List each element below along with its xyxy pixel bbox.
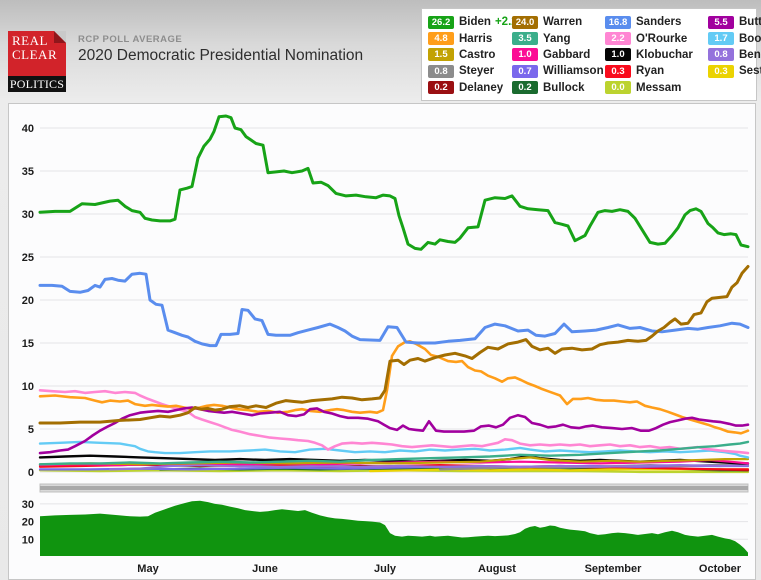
legend-item-klobuchar[interactable]: 1.0 Klobuchar	[605, 48, 708, 62]
series-line-buttigieg	[38, 406, 750, 455]
legend-candidate-name: Warren	[543, 16, 583, 29]
legend-value-badge: 2.2	[605, 32, 631, 46]
legend-value-badge: 1.0	[605, 48, 631, 62]
legend-value-badge: 16.8	[605, 15, 631, 29]
legend-item-warren[interactable]: 24.0 Warren	[512, 15, 605, 29]
legend-value-badge: 0.8	[428, 64, 454, 78]
y-axis-label-15: 15	[22, 338, 34, 350]
poll-average-kicker: RCP POLL AVERAGE	[78, 34, 183, 45]
legend-value-badge: 1.0	[512, 48, 538, 62]
series-line-yang	[38, 440, 750, 466]
legend-spread-change: +2.2	[494, 16, 518, 29]
legend-item-messam[interactable]: 0.0 Messam	[605, 81, 708, 95]
legend-item-steyer[interactable]: 0.8 Steyer	[428, 64, 512, 78]
y-axis-label-20: 20	[22, 295, 34, 307]
y-axis-label-30: 30	[22, 209, 34, 221]
series-line-sanders	[38, 271, 750, 348]
x-axis-label-september: September	[585, 563, 643, 575]
legend-value-badge: 1.5	[428, 48, 454, 62]
x-axis-label-october: October	[699, 563, 742, 575]
legend-candidate-name: Sestak	[739, 65, 761, 78]
legend-value-badge: 0.3	[708, 64, 734, 78]
legend-candidate-name: Ryan	[636, 65, 665, 78]
legend-item-yang[interactable]: 3.5 Yang	[512, 32, 605, 46]
legend-candidate-name: Bullock	[543, 81, 585, 94]
series-line-bennet	[108, 464, 750, 471]
y-axis-label-5: 5	[28, 424, 34, 436]
legend-item-sestak[interactable]: 0.3 Sestak	[708, 64, 761, 78]
legend-value-badge: 24.0	[512, 15, 538, 29]
legend-value-badge: 0.8	[708, 48, 734, 62]
legend-candidate-name: Delaney	[459, 81, 504, 94]
legend-value-badge: 0.0	[605, 81, 631, 95]
y-axis-label-0: 0	[28, 467, 34, 479]
y-axis-label-25: 25	[22, 252, 34, 264]
series-line-orourke	[38, 388, 750, 455]
legend-value-badge: 1.7	[708, 32, 734, 46]
legend-value-badge: 0.7	[512, 64, 538, 78]
candidate-legend: 26.2 Biden +2.2 24.0 Warren 16.8 Sanders 5.5 But…	[421, 8, 761, 101]
x-axis-label-may: May	[137, 563, 159, 575]
legend-item-bullock[interactable]: 0.2 Bullock	[512, 81, 605, 95]
legend-candidate-name: Steyer	[459, 65, 495, 78]
page-title: 2020 Democratic Presidential Nomination	[78, 47, 364, 64]
logo-line3: POLITICS	[8, 76, 66, 92]
legend-candidate-name: Booker	[739, 32, 761, 45]
legend-value-badge: 4.8	[428, 32, 454, 46]
spread-area	[40, 500, 748, 556]
spread-axis-label-20: 20	[22, 517, 34, 529]
poll-trend-chart: 0 5 10 15 20 25 30 35 40 10 20 30 May June July August S…	[9, 104, 755, 579]
legend-candidate-name: Buttigieg	[739, 16, 761, 29]
legend-candidate-name: O'Rourke	[636, 32, 688, 45]
x-axis-label-august: August	[478, 563, 516, 575]
logo-fold-icon	[54, 31, 66, 43]
legend-value-badge: 0.3	[605, 64, 631, 78]
logo-line1: REAL	[12, 33, 48, 48]
legend-item-bennet[interactable]: 0.8 Bennet	[708, 48, 761, 62]
legend-value-badge: 26.2	[428, 15, 454, 29]
y-axis-label-10: 10	[22, 381, 34, 393]
legend-value-badge: 0.2	[512, 81, 538, 95]
legend-item-ryan[interactable]: 0.3 Ryan	[605, 64, 708, 78]
legend-candidate-name: Klobuchar	[636, 48, 693, 61]
spread-axis-label-30: 30	[22, 499, 34, 511]
x-axis-label-july: July	[374, 563, 397, 575]
legend-candidate-name: Sanders	[636, 16, 682, 29]
series-line-warren	[38, 265, 750, 425]
logo-line2: CLEAR	[12, 46, 58, 62]
chart-scrollbar-thumb[interactable]	[40, 486, 748, 490]
legend-item-booker[interactable]: 1.7 Booker	[708, 32, 761, 46]
legend-candidate-name: Biden	[459, 16, 491, 29]
legend-item-orourke[interactable]: 2.2 O'Rourke	[605, 32, 708, 46]
logo-text: REAL CLEAR	[12, 34, 57, 61]
legend-item-biden[interactable]: 26.2 Biden +2.2	[428, 15, 518, 29]
legend-candidate-name: Castro	[459, 48, 496, 61]
legend-item-harris[interactable]: 4.8 Harris	[428, 32, 512, 46]
legend-value-badge: 3.5	[512, 32, 538, 46]
rcp-logo[interactable]: REAL CLEAR POLITICS	[8, 31, 66, 92]
legend-candidate-name: Messam	[636, 81, 682, 94]
legend-item-sanders[interactable]: 16.8 Sanders	[605, 15, 708, 29]
legend-value-badge: 5.5	[708, 15, 734, 29]
legend-item-buttigieg[interactable]: 5.5 Buttigieg	[708, 15, 761, 29]
y-axis-label-35: 35	[22, 166, 34, 178]
legend-candidate-name: Gabbard	[543, 48, 591, 61]
x-axis-label-june: June	[252, 563, 278, 575]
legend-item-gabbard[interactable]: 1.0 Gabbard	[512, 48, 605, 62]
spread-axis-label-10: 10	[22, 534, 34, 546]
legend-item-delaney[interactable]: 0.2 Delaney	[428, 81, 512, 95]
legend-candidate-name: Yang	[543, 32, 571, 45]
series-line-biden	[38, 114, 750, 251]
legend-item-castro[interactable]: 1.5 Castro	[428, 48, 512, 62]
legend-candidate-name: Williamson	[543, 65, 604, 78]
legend-candidate-name: Harris	[459, 32, 493, 45]
legend-value-badge: 0.2	[428, 81, 454, 95]
y-axis-label-40: 40	[22, 123, 34, 135]
legend-candidate-name: Bennet	[739, 48, 761, 61]
poll-chart-widget: 0 5 10 15 20 25 30 35 40 10 20 30 May June July August S…	[8, 103, 756, 580]
legend-item-williamson[interactable]: 0.7 Williamson	[512, 64, 605, 78]
